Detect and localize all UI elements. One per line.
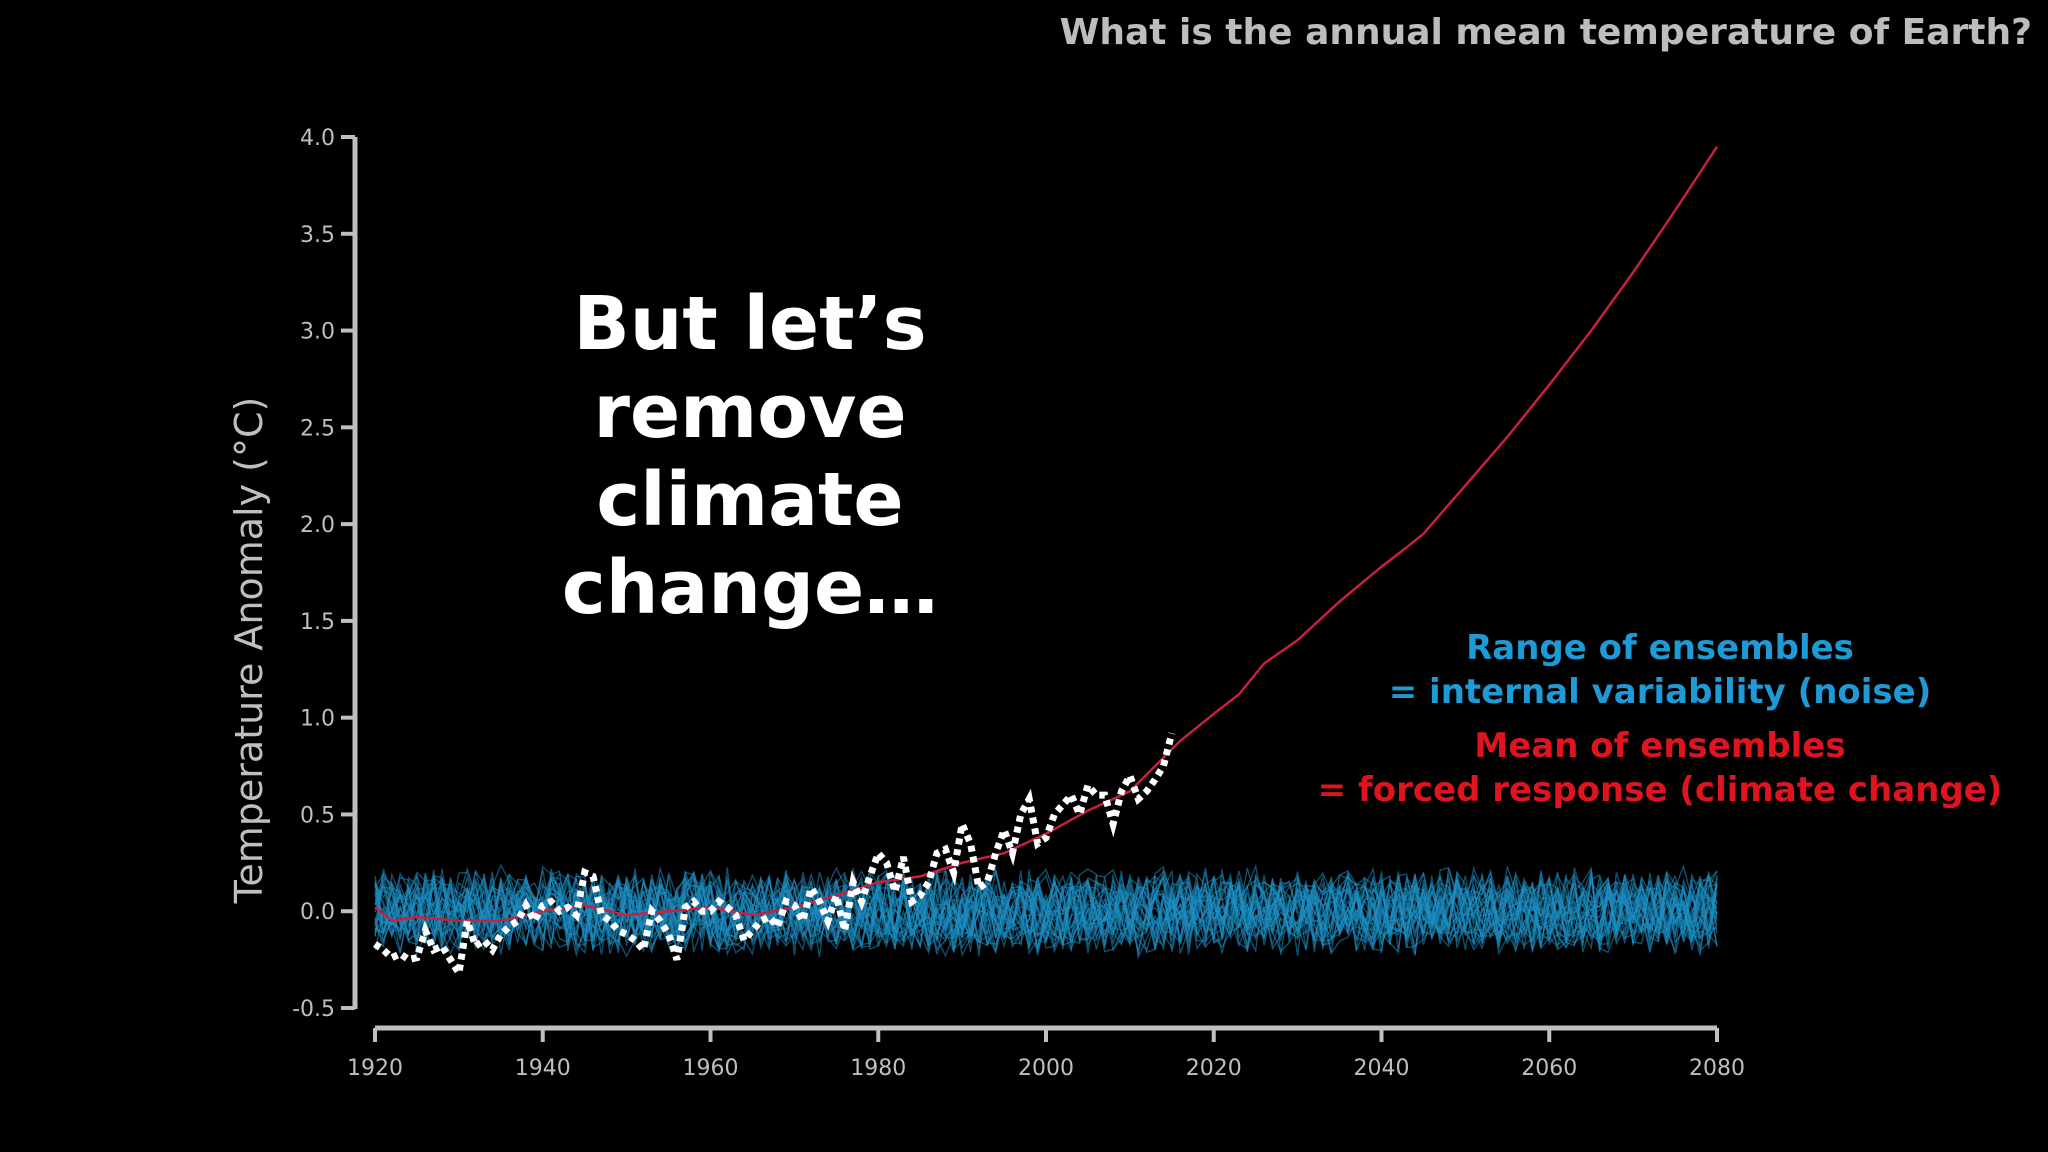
headline-line-1: But let’s remove — [573, 281, 927, 455]
ensemble-range-line-2: = internal variability (noise) — [1388, 672, 1932, 712]
x-tick-label: 1980 — [850, 1056, 906, 1081]
y-tick-label: 1.5 — [300, 610, 335, 635]
ensemble-member-line — [374, 873, 1718, 958]
headline: But let’s remove climate change… — [420, 280, 1080, 632]
slide-title: What is the annual mean temperature of E… — [1059, 12, 2032, 53]
x-tick-label: 2060 — [1521, 1056, 1577, 1081]
y-tick-label: 2.0 — [300, 513, 335, 538]
x-tick-label: 1920 — [347, 1056, 403, 1081]
ensemble-member-line — [374, 869, 1718, 958]
x-tick-label: 2000 — [1018, 1056, 1074, 1081]
ensemble-mean-series-line — [374, 146, 1719, 923]
y-tick-label: 0.5 — [300, 803, 335, 828]
x-tick-label: 2080 — [1689, 1056, 1745, 1081]
ensemble-member-line — [374, 867, 1718, 953]
chart-axes: -0.5 0.0 0.5 1.0 1.5 2.0 2.5 3.0 3.5 4.0 1920 1940 1… — [292, 126, 1745, 1081]
ensemble-mean-line-2: = forced response (climate change) — [1317, 770, 2003, 810]
ensemble-mean-line — [374, 146, 1719, 923]
y-tick-label: 2.5 — [300, 416, 335, 441]
observed-record-line — [373, 732, 1176, 984]
ensemble-mean-annotation: Mean of ensembles = forced response (cli… — [1280, 724, 2040, 812]
y-tick-label: 4.0 — [300, 126, 335, 151]
y-axis-label: Temperature Anomaly (°C) — [227, 397, 271, 905]
x-tick-label: 2020 — [1186, 1056, 1242, 1081]
x-tick-label: 1960 — [683, 1056, 739, 1081]
ensemble-mean-line-1: Mean of ensembles — [1474, 726, 1846, 766]
y-tick-label: 3.5 — [300, 223, 335, 248]
x-tick-label: 1940 — [515, 1056, 571, 1081]
observed-series-line — [373, 732, 1176, 984]
y-tick-label: 3.0 — [300, 320, 335, 345]
x-tick-label: 2040 — [1354, 1056, 1410, 1081]
ensemble-range-line-1: Range of ensembles — [1466, 628, 1854, 668]
ensemble-range-annotation: Range of ensembles = internal variabilit… — [1280, 626, 2040, 714]
y-tick-label: 0.0 — [300, 900, 335, 925]
headline-line-2: climate change… — [561, 457, 939, 631]
y-tick-label: 1.0 — [300, 707, 335, 732]
y-tick-label: -0.5 — [292, 997, 335, 1022]
